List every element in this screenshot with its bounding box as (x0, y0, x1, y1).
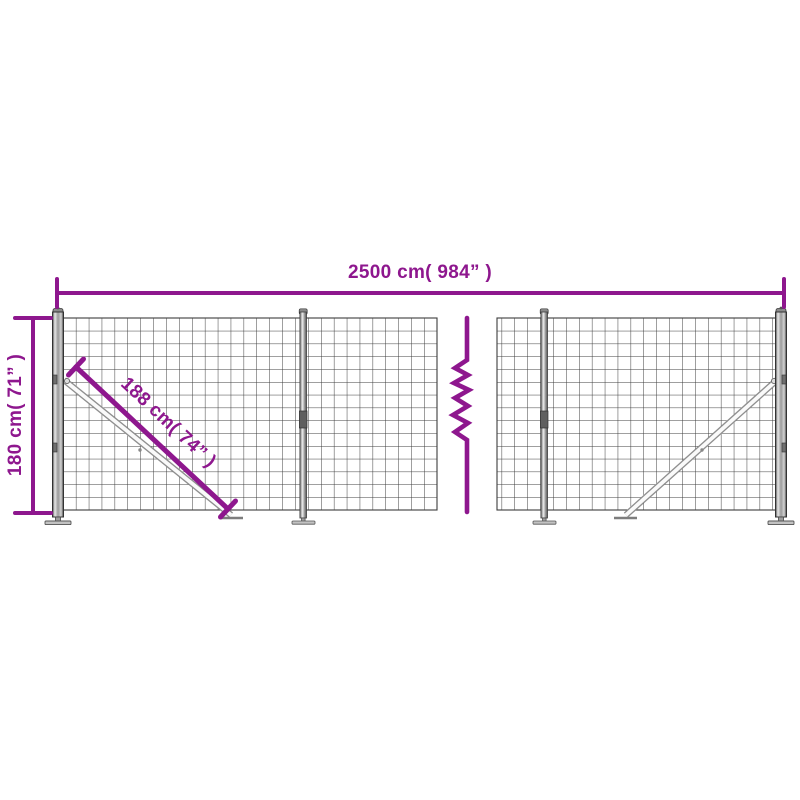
corner-post-right (767, 306, 795, 526)
intermediate-post-right (532, 308, 557, 525)
post-connector-clip (299, 410, 308, 429)
width-dimension-line (55, 277, 786, 309)
post-base-plate (44, 520, 72, 526)
ground-brace-right (614, 377, 780, 520)
ground-brace-left (61, 377, 243, 520)
brace-bolt-right (700, 448, 704, 452)
post-connector-clip (540, 410, 549, 429)
panel-break-line (448, 315, 474, 515)
brace-dimension-line (66, 356, 238, 520)
height-dimension-label: 180 cm( 71” ) (5, 353, 26, 477)
height-dimension-line (13, 316, 53, 515)
width-dimension-label: 2500 cm( 984” ) (348, 262, 492, 283)
brace-bolt-left (138, 448, 142, 452)
post-base-plate (767, 520, 795, 526)
brace-clamp-left (63, 377, 71, 385)
intermediate-post-left (291, 308, 316, 525)
post-base-plate (291, 520, 316, 525)
mesh-panel-left (62, 317, 438, 511)
post-base-plate (532, 520, 557, 525)
